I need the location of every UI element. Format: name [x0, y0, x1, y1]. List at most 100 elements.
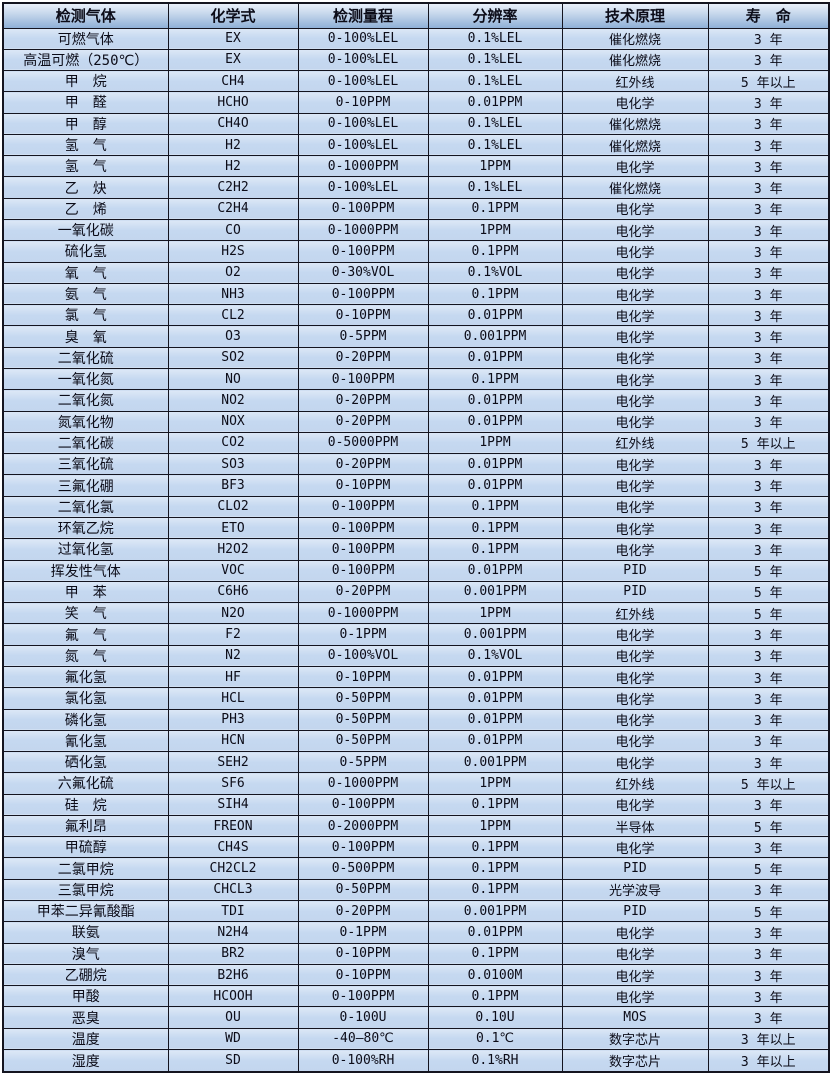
- cell-gas-name: 氰化氢: [2, 729, 169, 753]
- cell-chemical-formula: OU: [167, 1006, 299, 1029]
- cell-technology: MOS: [561, 1006, 709, 1029]
- cell-technology: 光学波导: [561, 878, 709, 902]
- cell-lifespan: 3 年以上: [707, 1049, 830, 1073]
- table-row: 氨 气 NH3 0-100PPM 0.1PPM 电化学 3 年: [2, 282, 830, 306]
- table-row: 氟 气 F2 0-1PPM 0.001PPM 电化学 3 年: [2, 623, 830, 646]
- table-row: 磷化氢 PH3 0-50PPM 0.01PPM 电化学 3 年: [2, 708, 830, 731]
- cell-detection-range: 0-100PPM: [297, 538, 429, 561]
- cell-technology: 催化燃烧: [561, 133, 709, 157]
- cell-detection-range: 0-20PPM: [297, 580, 429, 604]
- cell-detection-range: 0-1PPM: [297, 623, 429, 646]
- cell-resolution: 0.1PPM: [427, 516, 563, 540]
- cell-chemical-formula: NOX: [167, 410, 299, 433]
- table-row: 氯 气 CL2 0-10PPM 0.01PPM 电化学 3 年: [2, 304, 830, 327]
- cell-lifespan: 3 年: [707, 623, 830, 646]
- cell-chemical-formula: FREON: [167, 814, 299, 838]
- table-row: 一氧化碳 CO 0-1000PPM 1PPM 电化学 3 年: [2, 219, 830, 242]
- cell-chemical-formula: BR2: [167, 942, 299, 965]
- cell-gas-name: 湿度: [2, 1049, 169, 1073]
- cell-technology: 电化学: [561, 282, 709, 306]
- cell-gas-name: 二氯甲烷: [2, 857, 169, 880]
- cell-lifespan: 3 年: [707, 27, 830, 50]
- cell-detection-range: 0-2000PPM: [297, 814, 429, 838]
- cell-technology: 电化学: [561, 687, 709, 710]
- cell-chemical-formula: CL2: [167, 304, 299, 327]
- cell-resolution: 0.10U: [427, 1006, 563, 1029]
- cell-detection-range: 0-500PPM: [297, 857, 429, 880]
- cell-resolution: 0.1PPM: [427, 878, 563, 902]
- table-row: 氢 气 H2 0-100%LEL 0.1%LEL 催化燃烧 3 年: [2, 133, 830, 157]
- cell-gas-name: 环氧乙烷: [2, 516, 169, 540]
- cell-technology: 电化学: [561, 155, 709, 178]
- cell-resolution: 0.001PPM: [427, 751, 563, 774]
- cell-resolution: 0.1%LEL: [427, 133, 563, 157]
- cell-technology: 电化学: [561, 261, 709, 284]
- cell-lifespan: 3 年: [707, 985, 830, 1008]
- cell-lifespan: 5 年: [707, 857, 830, 880]
- cell-chemical-formula: CLO2: [167, 495, 299, 518]
- cell-gas-name: 挥发性气体: [2, 559, 169, 582]
- cell-detection-range: 0-20PPM: [297, 453, 429, 476]
- cell-resolution: 1PPM: [427, 431, 563, 455]
- cell-chemical-formula: EX: [167, 48, 299, 72]
- cell-technology: 电化学: [561, 495, 709, 518]
- table-row: 硅 烷 SIH4 0-100PPM 0.1PPM 电化学 3 年: [2, 793, 830, 816]
- cell-gas-name: 甲 苯: [2, 580, 169, 604]
- cell-lifespan: 3 年: [707, 112, 830, 135]
- cell-lifespan: 3 年: [707, 474, 830, 497]
- cell-detection-range: 0-100PPM: [297, 282, 429, 306]
- cell-chemical-formula: CO2: [167, 431, 299, 455]
- cell-technology: 催化燃烧: [561, 112, 709, 135]
- cell-detection-range: 0-5PPM: [297, 751, 429, 774]
- cell-chemical-formula: HCN: [167, 729, 299, 753]
- cell-technology: 电化学: [561, 453, 709, 476]
- cell-gas-name: 氯化氢: [2, 687, 169, 710]
- cell-gas-name: 一氧化碳: [2, 219, 169, 242]
- table-row: 甲酸 HCOOH 0-100PPM 0.1PPM 电化学 3 年: [2, 985, 830, 1008]
- cell-lifespan: 5 年以上: [707, 772, 830, 795]
- table-row: 六氟化硫 SF6 0-1000PPM 1PPM 红外线 5 年以上: [2, 772, 830, 795]
- cell-gas-name: 温度: [2, 1027, 169, 1051]
- column-header: 寿 命: [707, 2, 830, 29]
- table-row: 臭 氧 O3 0-5PPM 0.001PPM 电化学 3 年: [2, 325, 830, 348]
- cell-gas-name: 二氧化硫: [2, 346, 169, 370]
- cell-chemical-formula: N2O: [167, 602, 299, 625]
- cell-technology: 电化学: [561, 921, 709, 944]
- cell-lifespan: 3 年: [707, 921, 830, 944]
- cell-resolution: 0.1PPM: [427, 282, 563, 306]
- cell-resolution: 0.1PPM: [427, 942, 563, 965]
- cell-lifespan: 3 年: [707, 304, 830, 327]
- cell-lifespan: 3 年以上: [707, 1027, 830, 1051]
- cell-resolution: 1PPM: [427, 602, 563, 625]
- cell-lifespan: 3 年: [707, 644, 830, 667]
- cell-detection-range: 0-100%LEL: [297, 176, 429, 199]
- cell-gas-name: 二氧化碳: [2, 431, 169, 455]
- cell-technology: PID: [561, 580, 709, 604]
- cell-lifespan: 3 年: [707, 410, 830, 433]
- cell-gas-name: 甲 烷: [2, 70, 169, 93]
- cell-technology: 数字芯片: [561, 1027, 709, 1051]
- cell-resolution: 0.1%LEL: [427, 112, 563, 135]
- cell-gas-name: 氟利昂: [2, 814, 169, 838]
- cell-gas-name: 三氟化硼: [2, 474, 169, 497]
- cell-chemical-formula: SF6: [167, 772, 299, 795]
- cell-lifespan: 3 年: [707, 176, 830, 199]
- cell-resolution: 0.1PPM: [427, 538, 563, 561]
- cell-chemical-formula: NO: [167, 367, 299, 391]
- cell-resolution: 0.1%LEL: [427, 176, 563, 199]
- table-row: 温度 WD -40—80℃ 0.1℃ 数字芯片 3 年以上: [2, 1027, 830, 1051]
- cell-gas-name: 乙 烯: [2, 197, 169, 221]
- cell-technology: 催化燃烧: [561, 27, 709, 50]
- cell-chemical-formula: WD: [167, 1027, 299, 1051]
- cell-technology: 电化学: [561, 708, 709, 731]
- cell-detection-range: 0-20PPM: [297, 389, 429, 412]
- cell-gas-name: 甲苯二异氰酸酯: [2, 900, 169, 923]
- cell-detection-range: 0-20PPM: [297, 900, 429, 923]
- cell-lifespan: 3 年: [707, 942, 830, 965]
- cell-lifespan: 3 年: [707, 963, 830, 987]
- cell-chemical-formula: SO2: [167, 346, 299, 370]
- cell-detection-range: 0-10PPM: [297, 665, 429, 689]
- cell-gas-name: 乙 炔: [2, 176, 169, 199]
- cell-resolution: 0.1PPM: [427, 197, 563, 221]
- cell-resolution: 0.01PPM: [427, 410, 563, 433]
